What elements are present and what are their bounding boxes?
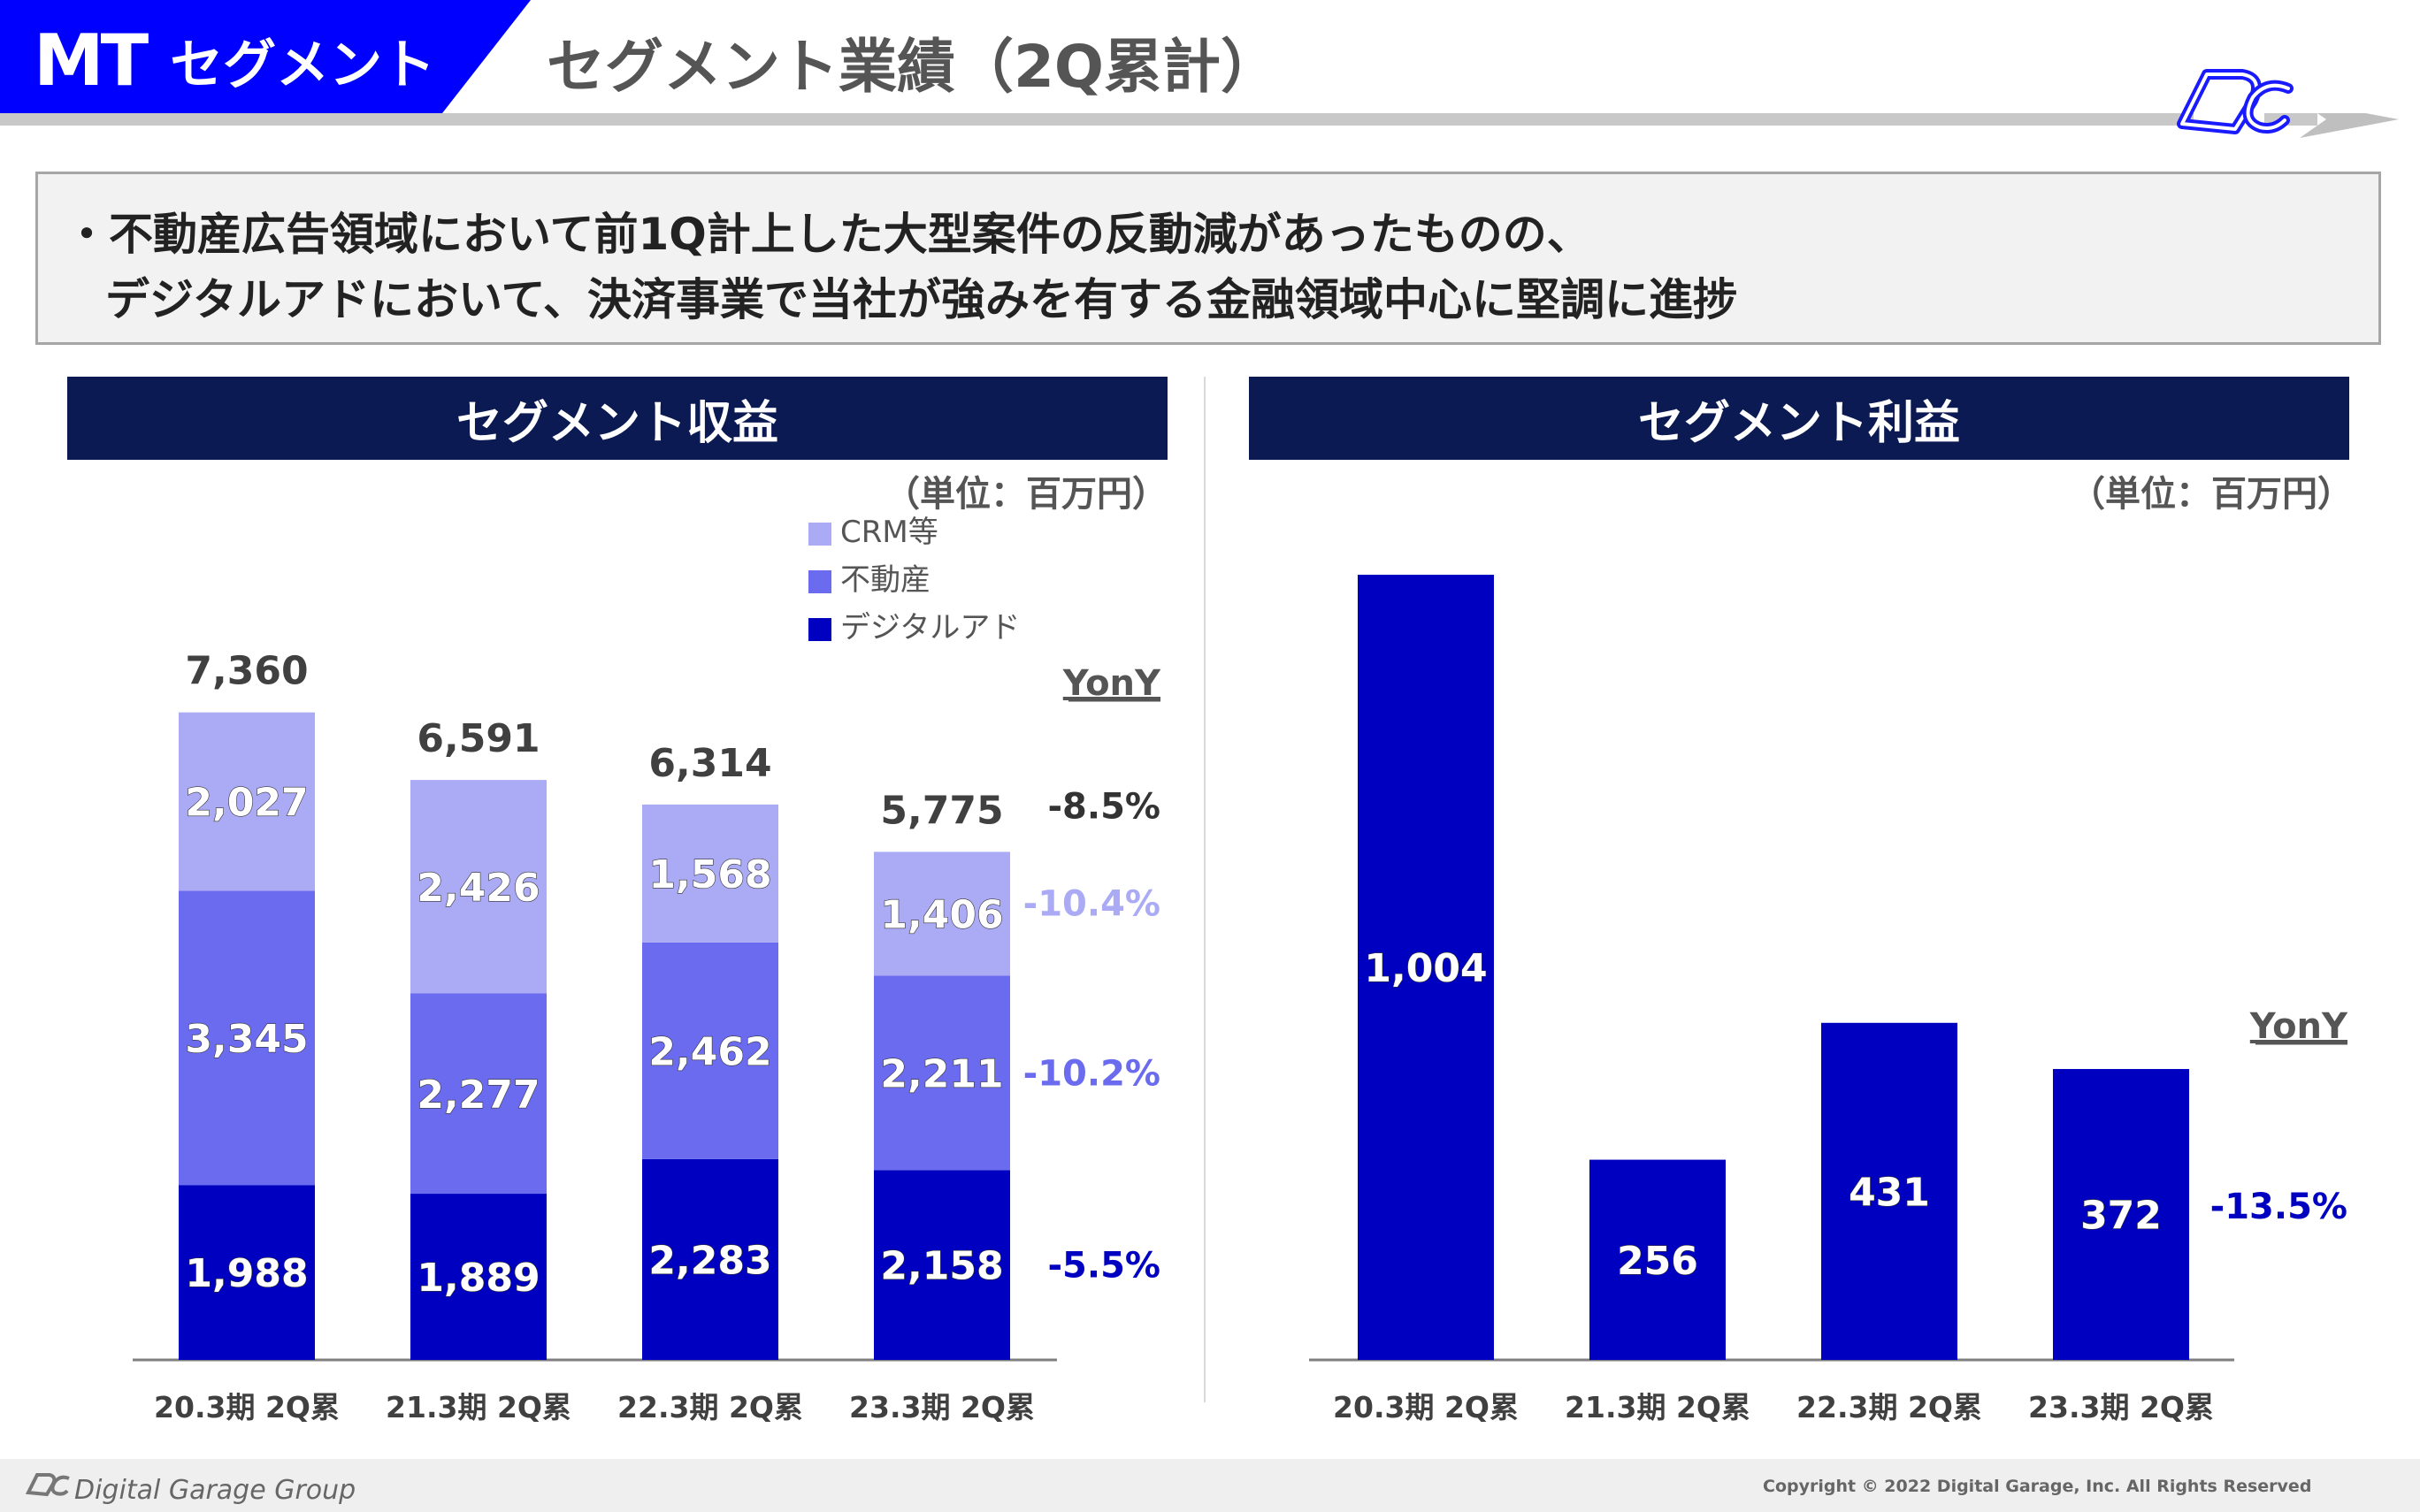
- footer: [0, 1459, 2420, 1512]
- revenue-legend-swatch-2: [808, 618, 831, 641]
- revenue-bar-0-0: [179, 1185, 315, 1360]
- profit-bar-2: [1821, 1022, 1957, 1360]
- header-tag-segment: セグメント: [170, 34, 436, 96]
- panel-divider: [1204, 377, 1206, 1402]
- revenue-bar-label-0-1: 1,889: [417, 1256, 540, 1301]
- revenue-panel-title: セグメント収益: [67, 377, 1168, 460]
- profit-category-label-2: 22.3期 2Q累: [1796, 1390, 1982, 1424]
- revenue-total-label-1: 6,591: [417, 716, 540, 761]
- revenue-bar-label-0-2: 2,283: [648, 1238, 771, 1283]
- header-tag-mt: MT: [34, 19, 149, 102]
- revenue-category-label-1: 21.3期 2Q累: [386, 1390, 571, 1424]
- revenue-bar-label-2-0: 2,027: [185, 781, 308, 826]
- summary-box: ・不動産広告領域において前1Q計上した大型案件の反動減があったものの、 デジタル…: [35, 172, 2381, 345]
- revenue-legend-swatch-1: [808, 570, 831, 593]
- profit-bar-0: [1358, 575, 1494, 1360]
- page-title: セグメント業績（2Q累計）: [547, 33, 1280, 101]
- profit-yony-value: -13.5%: [2210, 1187, 2347, 1227]
- revenue-bar-label-2-2: 1,568: [648, 852, 771, 897]
- revenue-bar-label-2-3: 1,406: [880, 892, 1003, 937]
- revenue-bar-1-1: [410, 993, 547, 1195]
- profit-category-label-1: 21.3期 2Q累: [1565, 1390, 1750, 1424]
- header-tag-background: [0, 0, 531, 113]
- revenue-series-yony-2: -10.4%: [1023, 883, 1160, 924]
- revenue-series-yony-1: -10.2%: [1023, 1053, 1160, 1094]
- revenue-series-yony-0: -5.5%: [1047, 1246, 1160, 1287]
- revenue-legend-label-2: デジタルアド: [840, 610, 1020, 645]
- revenue-bar-2-1: [410, 780, 547, 994]
- profit-unit-label: （単位：百万円）: [2070, 474, 2353, 515]
- profit-category-label-3: 23.3期 2Q累: [2028, 1390, 2214, 1424]
- revenue-bar-0-3: [874, 1170, 1010, 1360]
- footer-copyright: Copyright © 2022 Digital Garage, Inc. Al…: [1763, 1477, 2312, 1496]
- summary-line-2: デジタルアドにおいて、決済事業で当社が強みを有する金融領域中心に堅調に進捗: [105, 274, 1737, 325]
- revenue-total-label-0: 7,360: [185, 649, 308, 694]
- revenue-legend-label-1: 不動産: [840, 562, 930, 598]
- profit-bar-label-0: 1,004: [1364, 946, 1487, 991]
- profit-category-label-0: 20.3期 2Q累: [1333, 1390, 1519, 1424]
- revenue-legend-label-0: CRM等: [840, 515, 938, 550]
- profit-panel-title: セグメント利益: [1249, 377, 2349, 460]
- footer-group-name: Digital Garage Group: [74, 1475, 356, 1506]
- revenue-bar-label-1-0: 3,345: [185, 1017, 308, 1062]
- revenue-total-label-3: 5,775: [880, 788, 1003, 833]
- revenue-bar-label-1-3: 2,211: [880, 1051, 1003, 1096]
- revenue-total-yony: -8.5%: [1047, 786, 1160, 827]
- profit-bar-chart: 1,004 20.3期 2Q累 256 21.3期 2Q累 431 22.3期 2Q累 37…: [1309, 575, 2348, 1424]
- header-tag: MT セグメント: [34, 16, 435, 104]
- dg-logo-icon: [2177, 69, 2294, 134]
- footer-dg-logo-icon: [25, 1473, 70, 1497]
- profit-bar-label-3: 372: [2080, 1193, 2162, 1238]
- revenue-bar-2-2: [642, 804, 778, 943]
- profit-bar-label-2: 431: [1849, 1170, 1930, 1215]
- revenue-unit-label: （単位：百万円）: [885, 474, 1168, 515]
- revenue-bar-label-0-3: 2,158: [880, 1244, 1003, 1289]
- revenue-category-label-0: 20.3期 2Q累: [154, 1390, 340, 1424]
- revenue-category-label-2: 22.3期 2Q累: [617, 1390, 803, 1424]
- revenue-bar-2-3: [874, 851, 1010, 976]
- revenue-category-label-3: 23.3期 2Q累: [849, 1390, 1035, 1424]
- profit-bar-3: [2053, 1068, 2189, 1360]
- summary-line-1: ・不動産広告領域において前1Q計上した大型案件の反動減があったものの、: [65, 209, 1591, 260]
- revenue-legend-swatch-0: [808, 523, 831, 546]
- revenue-bar-label-0-0: 1,988: [185, 1251, 308, 1296]
- revenue-stacked-bar-chart: 1,988 3,345 2,027 7,360 20.3期 2Q累 1,889 2,277 2…: [133, 515, 1161, 1424]
- profit-bar-1: [1589, 1159, 1726, 1360]
- profit-yony-header: YonY: [2249, 1006, 2348, 1047]
- revenue-bar-0-1: [410, 1194, 547, 1360]
- revenue-bar-2-0: [179, 712, 315, 891]
- revenue-bar-label-2-1: 2,426: [417, 866, 540, 911]
- revenue-yony-header: YonY: [1062, 663, 1161, 704]
- revenue-bar-1-3: [874, 975, 1010, 1171]
- revenue-total-label-2: 6,314: [648, 741, 771, 786]
- revenue-bar-1-2: [642, 942, 778, 1159]
- profit-bar-label-1: 256: [1617, 1239, 1698, 1284]
- revenue-bar-label-1-2: 2,462: [648, 1029, 771, 1074]
- revenue-bar-1-0: [179, 890, 315, 1186]
- revenue-bar-0-2: [642, 1158, 778, 1360]
- revenue-bar-label-1-1: 2,277: [417, 1073, 540, 1118]
- header-arrow-line: [0, 113, 2399, 138]
